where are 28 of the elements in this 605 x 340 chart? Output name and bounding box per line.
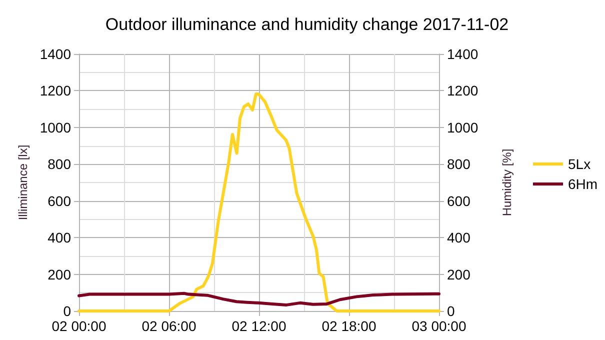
y-tick-label: 1400 (40, 46, 72, 62)
y-axis-title: Illiminance [lx] (16, 144, 30, 220)
y-tick-label: 400 (48, 230, 72, 246)
x-tick-label: 02 06:00 (142, 318, 196, 334)
y-tick-label: 600 (48, 192, 72, 209)
y2-axis-title: Humidity [%] (500, 148, 514, 216)
y2-tick-label: 1400 (447, 46, 478, 62)
legend-label: 6Hm (568, 176, 598, 192)
line-series (78, 292, 440, 306)
x-tick-label: 03 00:00 (412, 318, 466, 334)
y2-tick-label: 1200 (447, 82, 478, 99)
x-tick-label: 02 00:00 (52, 318, 106, 334)
x-tick-label: 02 12:00 (232, 318, 286, 334)
line-series (78, 92, 440, 312)
chart-title: Outdoor illuminance and humidity change 2017-11-02 (105, 15, 509, 34)
x-tick-label: 02 18:00 (322, 318, 376, 334)
legend-label: 5Lx (568, 156, 591, 172)
y-tick-label: 800 (48, 156, 72, 172)
y-tick-label: 1000 (40, 119, 72, 136)
y-tick-label: 200 (48, 266, 72, 282)
y-tick-label: 0 (63, 303, 72, 319)
y2-tick-label: 200 (447, 266, 471, 282)
y2-tick-label: 1000 (447, 119, 478, 136)
y2-tick-label: 800 (447, 156, 471, 172)
y2-tick-label: 0 (447, 303, 455, 319)
y2-tick-label: 400 (447, 230, 471, 246)
y-tick-label: 1200 (40, 82, 72, 99)
y2-tick-label: 600 (447, 192, 471, 209)
